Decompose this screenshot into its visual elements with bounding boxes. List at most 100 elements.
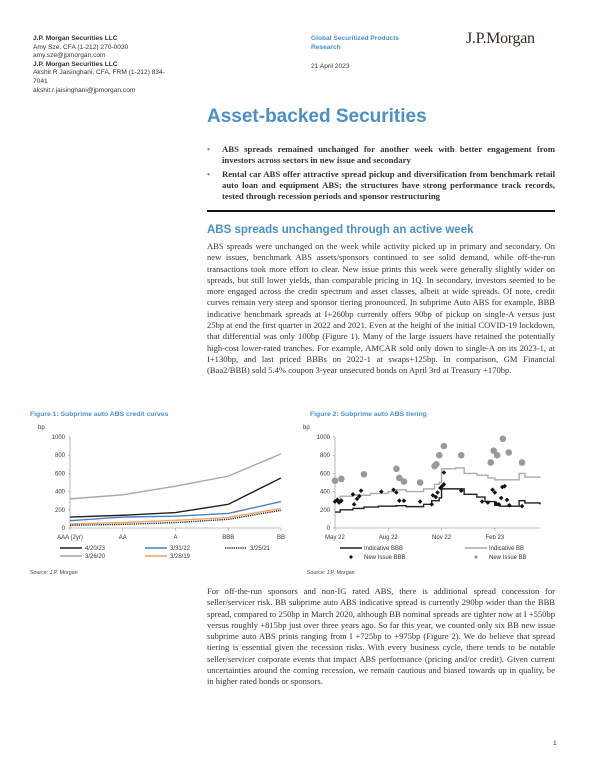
new-issue-bbb-point: [358, 488, 364, 493]
new-issue-bbb-point: [479, 499, 485, 504]
figure-2-source: Source: J.P. Morgan: [307, 570, 355, 576]
new-issue-bbb-point: [394, 490, 399, 495]
jpmorgan-logo: J.P.Morgan: [466, 30, 535, 47]
y-tick-label: 600: [320, 471, 331, 477]
new-issue-bb-point: [360, 471, 368, 478]
new-issue-bbb-point: [351, 502, 357, 507]
series-line-3-31-22: [69, 500, 282, 522]
new-issue-bbb-point: [430, 492, 436, 498]
new-issue-bbb-point: [429, 502, 435, 507]
figure-2-chart: bp 0 200 400 600 800 1000 May 22 Aug 22 Nov 22 Feb…: [303, 425, 541, 561]
y-axis-label: bp: [38, 425, 45, 431]
new-issue-bb-point: [518, 459, 526, 466]
new-issue-bbb-point: [401, 498, 407, 503]
new-issue-bbb-point: [458, 488, 464, 493]
x-tick-label: A: [173, 535, 177, 541]
series-line-3-25-21: [69, 509, 282, 526]
key-point: Rental car ABS offer attractive spread p…: [207, 169, 555, 203]
new-issue-bb-point: [457, 451, 465, 459]
new-issue-bbb-point: [435, 490, 440, 495]
new-issue-bb-point: [400, 478, 408, 485]
y-tick-label: 0: [327, 526, 331, 532]
new-issue-bbb-point: [441, 470, 447, 475]
section-heading: ABS spreads unchanged through an active …: [207, 224, 474, 236]
x-tick-label: AAA (2yr): [57, 535, 83, 541]
new-issue-bb-point: [505, 449, 513, 456]
new-issue-bb-point: [440, 442, 448, 450]
legend-swatch: [349, 555, 353, 559]
new-issue-bb-point: [395, 474, 403, 482]
new-issue-bb-point: [487, 459, 495, 466]
series-line-3-28-19: [69, 507, 282, 525]
new-issue-bb-point: [331, 477, 339, 484]
new-issue-bbb-point: [433, 494, 439, 500]
new-issue-bbb-point: [485, 500, 491, 505]
new-issue-bb-point: [499, 435, 507, 443]
y-tick-label: 600: [55, 471, 66, 477]
new-issue-bbb-point: [490, 487, 495, 493]
legend-label: 3/25/21: [250, 546, 271, 552]
new-issue-bbb-point: [417, 499, 423, 504]
figure-1-source: Source: J.P. Morgan: [30, 570, 78, 576]
y-tick-label: 1000: [52, 435, 66, 441]
author-1-firm: J.P. Morgan Securities LLC: [33, 35, 118, 42]
author-1-email[interactable]: amy.sze@jpmorgan.com: [33, 52, 106, 60]
series-line-3-26-20: [69, 453, 282, 500]
legend-label: Indicative BB: [489, 546, 524, 552]
series-line-indicative-bbb: [335, 488, 541, 513]
y-tick-label: 0: [62, 526, 66, 532]
new-issue-bbb-point: [504, 497, 510, 503]
y-tick-label: 400: [320, 490, 331, 496]
new-issue-bbb-point: [396, 498, 402, 503]
page-title: Asset-backed Securities: [207, 106, 427, 127]
legend-label: New Issue BB: [489, 555, 527, 561]
new-issue-bbb-point: [507, 502, 512, 508]
x-tick-label: Feb 23: [485, 535, 504, 541]
new-issue-bbb-point: [438, 485, 443, 491]
y-tick-label: 200: [55, 508, 66, 514]
report-date: 21 April 2023: [311, 63, 350, 70]
author-2-name: Akshit R Jaisinghani, CFA, FRM (1-212) 8…: [33, 69, 165, 85]
author-block: J.P. Morgan Securities LLC Amy Sze, CFA …: [33, 35, 168, 95]
y-tick-label: 1000: [317, 435, 331, 441]
x-tick-label: May 22: [325, 535, 345, 541]
new-issue-bbb-point: [519, 503, 525, 509]
legend-label: Indicative BBB: [364, 546, 403, 552]
new-issue-bbb-point: [439, 483, 445, 489]
series-line-indicative-bb: [335, 467, 541, 502]
new-issue-bb-point: [490, 447, 497, 454]
new-issue-bb-point: [435, 451, 443, 459]
legend-label: 3/26/20: [85, 554, 106, 560]
new-issue-bb-point: [393, 465, 400, 473]
page-number: 1: [553, 740, 557, 747]
y-tick-label: 200: [320, 508, 331, 514]
legend-label: 3/31/22: [170, 546, 191, 552]
new-issue-bb-point: [493, 451, 501, 459]
y-tick-label: 400: [55, 490, 66, 496]
y-tick-label: 800: [320, 453, 331, 459]
author-2-email[interactable]: akshit.r.jaisinghani@jpmorgan.com: [33, 86, 136, 94]
legend-label: 3/28/19: [170, 554, 191, 560]
legend-label: 4/20/23: [85, 546, 106, 552]
body-paragraph-1: ABS spreads were unchanged on the week w…: [207, 241, 555, 376]
new-issue-bbb-point: [498, 495, 504, 501]
new-issue-bbb-point: [502, 483, 507, 489]
new-issue-bb-point: [338, 475, 345, 483]
new-issue-bbb-point: [496, 502, 502, 507]
series-line-4-20-23: [69, 477, 282, 518]
figure-2-title: Figure 2: Subprime auto ABS tiering: [310, 411, 427, 418]
new-issue-bb-point: [433, 461, 440, 468]
x-tick-label: BB: [277, 535, 285, 541]
figure-1-title: Figure 1: Subprime auto ABS credit curve…: [30, 411, 169, 418]
x-tick-label: BBB: [222, 535, 234, 541]
legend-swatch: [474, 555, 478, 559]
x-tick-label: Aug 22: [379, 535, 399, 541]
legend-label: New Issue BBB: [364, 555, 406, 561]
new-issue-bb-point: [416, 479, 424, 486]
key-points: ABS spreads remained unchanged for anoth…: [207, 144, 555, 204]
divider: [207, 210, 555, 212]
new-issue-bbb-point: [441, 482, 447, 487]
y-tick-label: 800: [55, 453, 66, 459]
key-point: ABS spreads remained unchanged for anoth…: [207, 144, 555, 167]
y-axis-label: bp: [303, 425, 310, 431]
